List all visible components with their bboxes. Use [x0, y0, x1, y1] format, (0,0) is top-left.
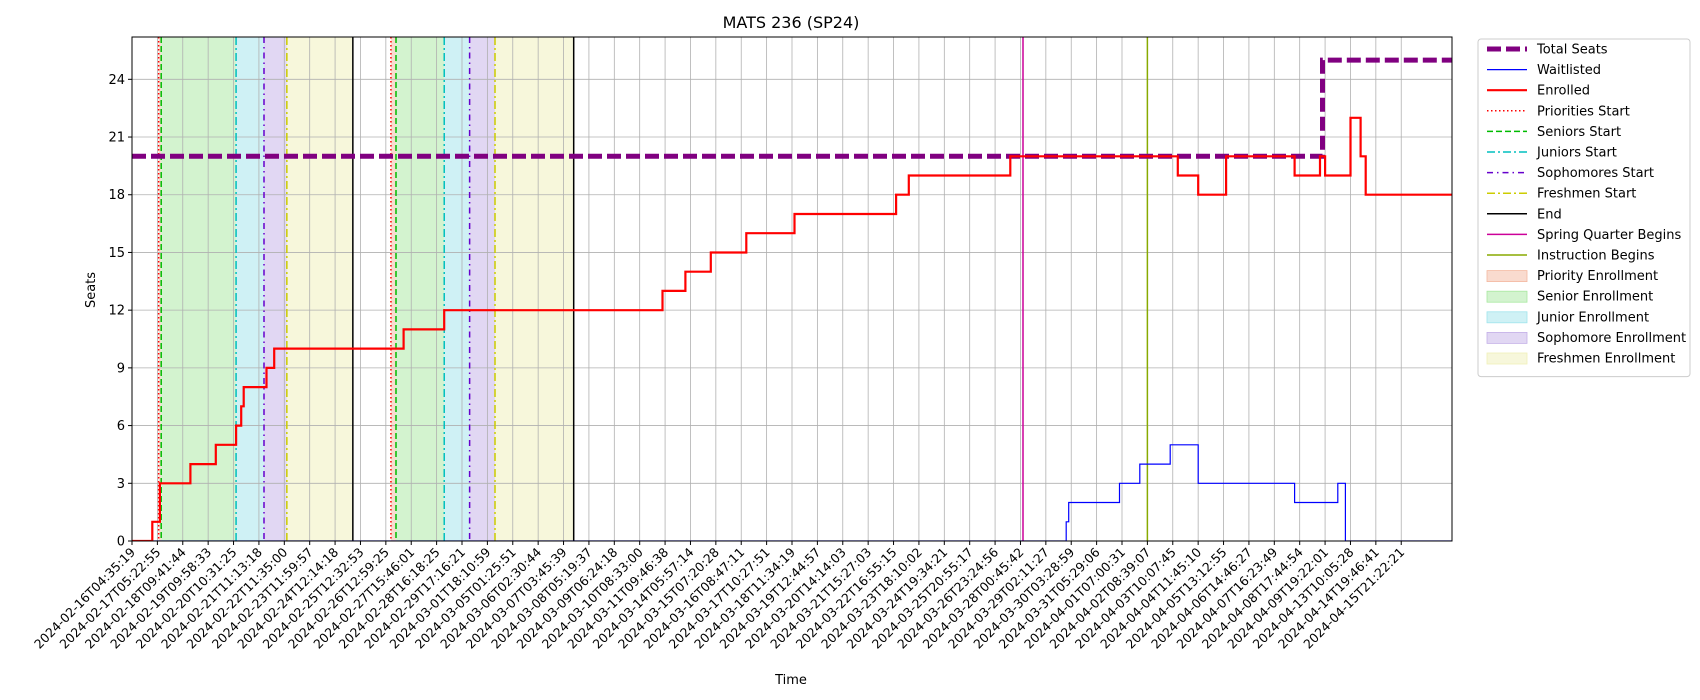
legend-box [1477, 38, 1691, 378]
span-3-1 [469, 37, 495, 541]
chart-title: MATS 236 (SP24) [723, 13, 860, 32]
x-axis-label: Time [774, 673, 807, 688]
plot-area: 036912151821242024-02-16T04:35:192024-02… [31, 36, 1453, 652]
y-tick-label: 15 [108, 246, 125, 261]
span-3-0 [264, 37, 287, 541]
span-2-1 [444, 37, 470, 541]
legend-label-14: Sophomore Enrollment [1537, 331, 1686, 346]
span-0-0 [158, 37, 162, 541]
legend-label-6: Sophomores Start [1537, 166, 1654, 181]
y-tick-label: 18 [108, 188, 125, 203]
legend-swatch-13 [1486, 311, 1528, 324]
span-4-1 [495, 37, 574, 541]
y-tick-label: 0 [117, 535, 125, 550]
legend-label-4: Seniors Start [1537, 125, 1621, 140]
y-tick-label: 21 [108, 131, 125, 146]
legend-swatch-14 [1486, 331, 1528, 344]
series-line-2 [132, 116, 1452, 541]
legend-swatch-12 [1486, 290, 1528, 303]
legend-swatch-11 [1486, 270, 1528, 283]
legend-swatch-15 [1486, 352, 1528, 365]
legend-label-9: Spring Quarter Begins [1537, 228, 1681, 243]
span-1-0 [161, 37, 237, 541]
span-1-1 [396, 37, 445, 541]
span-4-0 [286, 37, 353, 541]
legend-label-15: Freshmen Enrollment [1537, 352, 1675, 367]
legend-label-0: Total Seats [1536, 43, 1608, 58]
legend-label-7: Freshmen Start [1537, 187, 1636, 202]
span-2-0 [236, 37, 264, 541]
y-tick-label: 6 [117, 419, 125, 434]
legend-label-2: Enrolled [1537, 84, 1590, 99]
legend: Total Seats Waitlisted Enrolled Priorities … [1477, 38, 1691, 378]
series-line-0 [132, 57, 1452, 159]
legend-label-3: Priorities Start [1537, 104, 1630, 119]
legend-label-5: Juniors Start [1536, 146, 1617, 161]
legend-label-1: Waitlisted [1537, 63, 1601, 78]
legend-label-8: End [1537, 207, 1562, 222]
legend-label-10: Instruction Begins [1537, 249, 1655, 264]
legend-label-12: Senior Enrollment [1537, 290, 1653, 305]
y-axis-label: Seats [84, 272, 99, 308]
y-tick-label: 9 [117, 361, 125, 376]
series-line-1 [132, 444, 1452, 541]
y-tick-label: 3 [117, 477, 125, 492]
y-tick-label: 12 [108, 304, 125, 319]
y-tick-label: 24 [108, 73, 125, 88]
legend-label-13: Junior Enrollment [1536, 310, 1649, 325]
legend-label-11: Priority Enrollment [1537, 269, 1658, 284]
span-0-1 [390, 37, 396, 541]
